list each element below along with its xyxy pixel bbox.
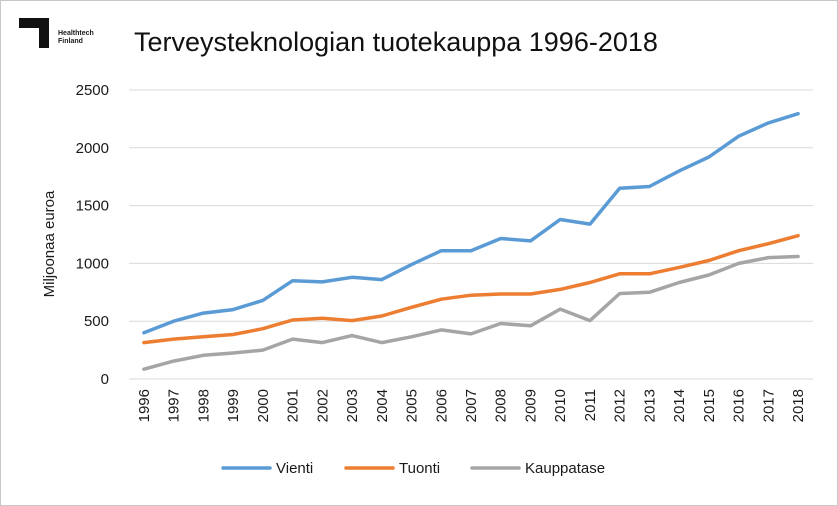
y-axis: 0 500 1000 1500 2000 2500 <box>76 82 109 388</box>
x-tick-label: 2001 <box>285 389 302 422</box>
x-tick-label: 2014 <box>671 389 688 422</box>
x-tick-label: 2002 <box>314 389 331 422</box>
x-tick-label: 2000 <box>255 389 272 422</box>
legend-label: Tuonti <box>399 460 440 477</box>
x-tick-label: 1996 <box>136 389 153 422</box>
x-tick-label: 1998 <box>195 389 212 422</box>
series-line-kauppatase <box>142 254 800 371</box>
x-tick-label: 2010 <box>552 389 569 422</box>
x-tick-label: 2007 <box>463 389 480 422</box>
y-tick-label: 0 <box>101 371 109 388</box>
series-line-vienti <box>142 111 800 335</box>
logo-line-2: Finland <box>58 38 83 45</box>
gridlines <box>129 89 813 380</box>
logo-text: Healthtech Finland <box>58 30 94 46</box>
y-tick-label: 1500 <box>76 198 109 215</box>
x-tick-label: 2006 <box>433 389 450 422</box>
legend: Vienti Tuonti Kauppatase <box>221 460 605 477</box>
x-tick-label: 2005 <box>404 389 421 422</box>
legend-label: Vienti <box>276 460 313 477</box>
x-tick-label: 2004 <box>374 389 391 422</box>
x-tick-label: 2016 <box>731 389 748 422</box>
series-line-tuonti <box>142 233 800 345</box>
x-tick-label: 2015 <box>701 389 718 422</box>
x-tick-label: 2009 <box>522 389 539 422</box>
y-tick-label: 1000 <box>76 255 109 272</box>
x-tick-label: 2018 <box>790 389 807 422</box>
x-axis: 1996 1997 1998 1999 2000 2001 2002 2003 2004 2005… <box>136 389 807 422</box>
logo-line-1: Healthtech <box>58 30 94 37</box>
y-tick-label: 2500 <box>76 82 109 99</box>
chart-title: Terveysteknologian tuotekauppa 1996-2018 <box>134 27 658 57</box>
x-tick-label: 2011 <box>582 389 599 421</box>
x-tick-label: 1999 <box>225 389 242 422</box>
x-tick-label: 2008 <box>493 389 510 422</box>
healthtech-logo-icon <box>19 18 49 48</box>
x-tick-label: 1997 <box>166 389 183 422</box>
y-axis-label: Miljoonaa euroa <box>41 190 58 297</box>
y-tick-label: 2000 <box>76 140 109 157</box>
x-tick-label: 2017 <box>760 389 777 422</box>
legend-label: Kauppatase <box>525 460 605 477</box>
x-tick-label: 2012 <box>612 389 629 422</box>
x-tick-label: 2013 <box>641 389 658 422</box>
x-tick-label: 2003 <box>344 389 361 422</box>
series-lines <box>142 111 800 371</box>
y-tick-label: 500 <box>84 313 109 330</box>
